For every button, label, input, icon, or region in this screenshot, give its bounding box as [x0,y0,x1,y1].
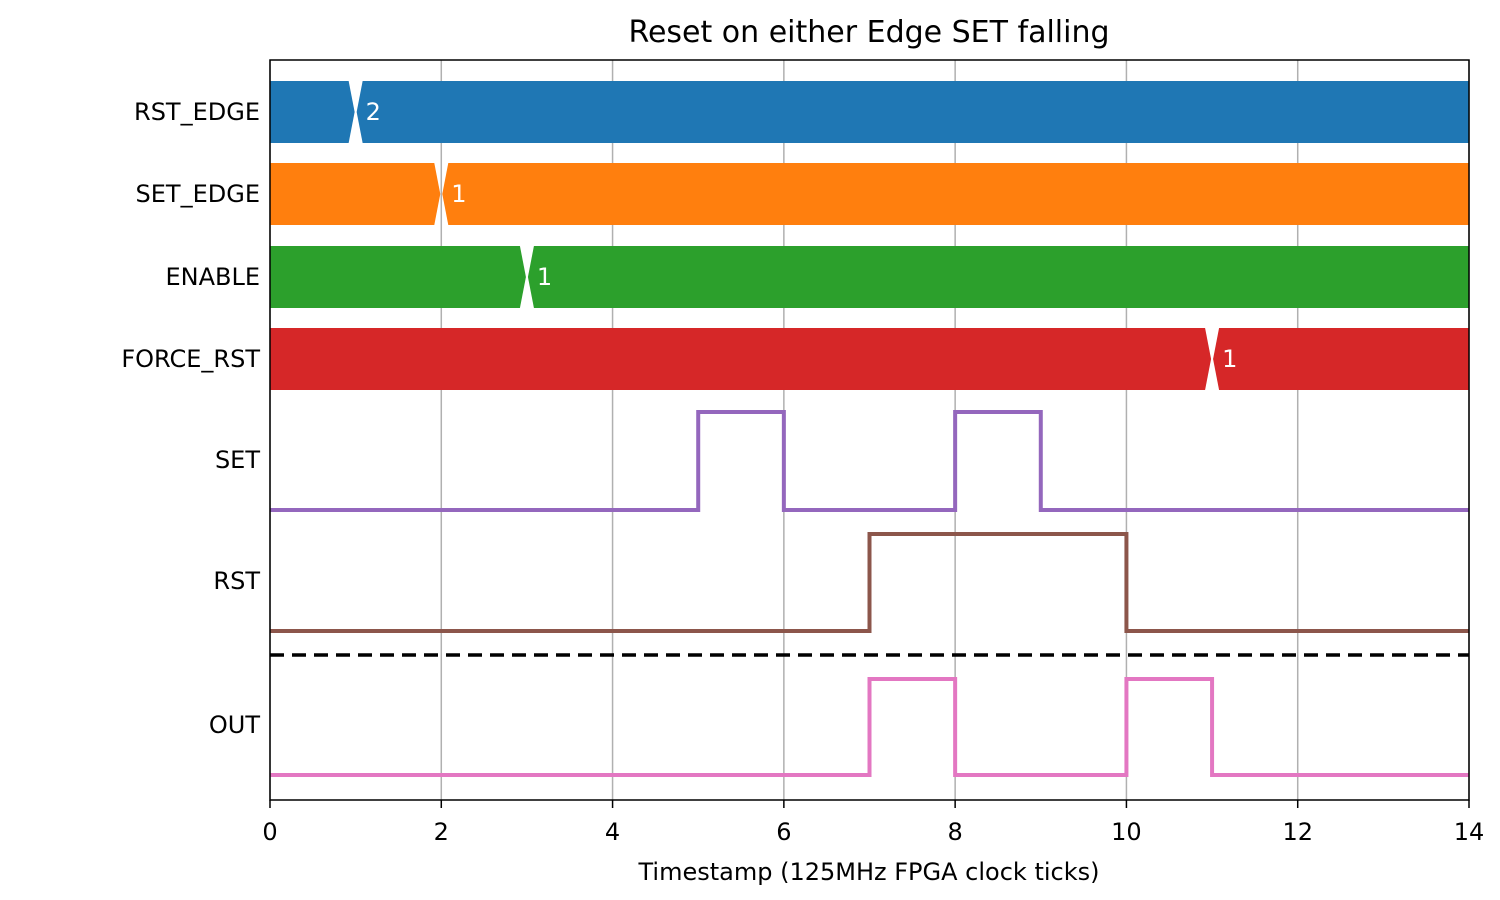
bus-value-label: 1 [1222,345,1237,373]
bus-band [270,328,1212,390]
bus-band [356,81,1470,143]
bus-band [270,81,355,143]
signal-label: RST [213,567,260,595]
x-tick-label: 8 [948,818,963,846]
x-tick-label: 10 [1111,818,1142,846]
chart-title: Reset on either Edge SET falling [628,15,1109,50]
bus-band [527,246,1469,308]
bus-band [270,163,441,225]
bus-value-label: 1 [451,180,466,208]
x-axis-label: Timestamp (125MHz FPGA clock ticks) [638,858,1100,886]
x-tick-label: 0 [262,818,277,846]
x-tick-label: 4 [605,818,620,846]
x-tick-label: 6 [776,818,791,846]
x-tick-label: 12 [1282,818,1313,846]
signal-trace [270,532,1469,633]
signal-label: OUT [209,711,260,739]
signal-label: ENABLE [165,263,260,291]
bus-value-label: 2 [366,98,381,126]
x-axis: 0 2 4 6 8 10 12 14 [262,800,1484,846]
bus-band [1213,328,1469,390]
plot-area: 2 1 1 1 [270,81,1470,777]
signal-labels: RST_EDGE SET_EDGE ENABLE FORCE_RST SET RST OUT [121,98,260,739]
output-trace [270,677,1469,777]
signal-label: FORCE_RST [121,345,260,373]
x-tick-label: 14 [1454,818,1485,846]
plot-frame [269,59,1470,801]
bus-band [270,246,526,308]
x-tick-label: 2 [434,818,449,846]
bus-band [442,163,1470,225]
signal-label: SET [215,446,260,474]
signal-trace [270,410,1469,512]
signal-label: SET_EDGE [136,180,260,208]
bus-value-label: 1 [537,263,552,291]
signal-label: RST_EDGE [134,98,260,126]
